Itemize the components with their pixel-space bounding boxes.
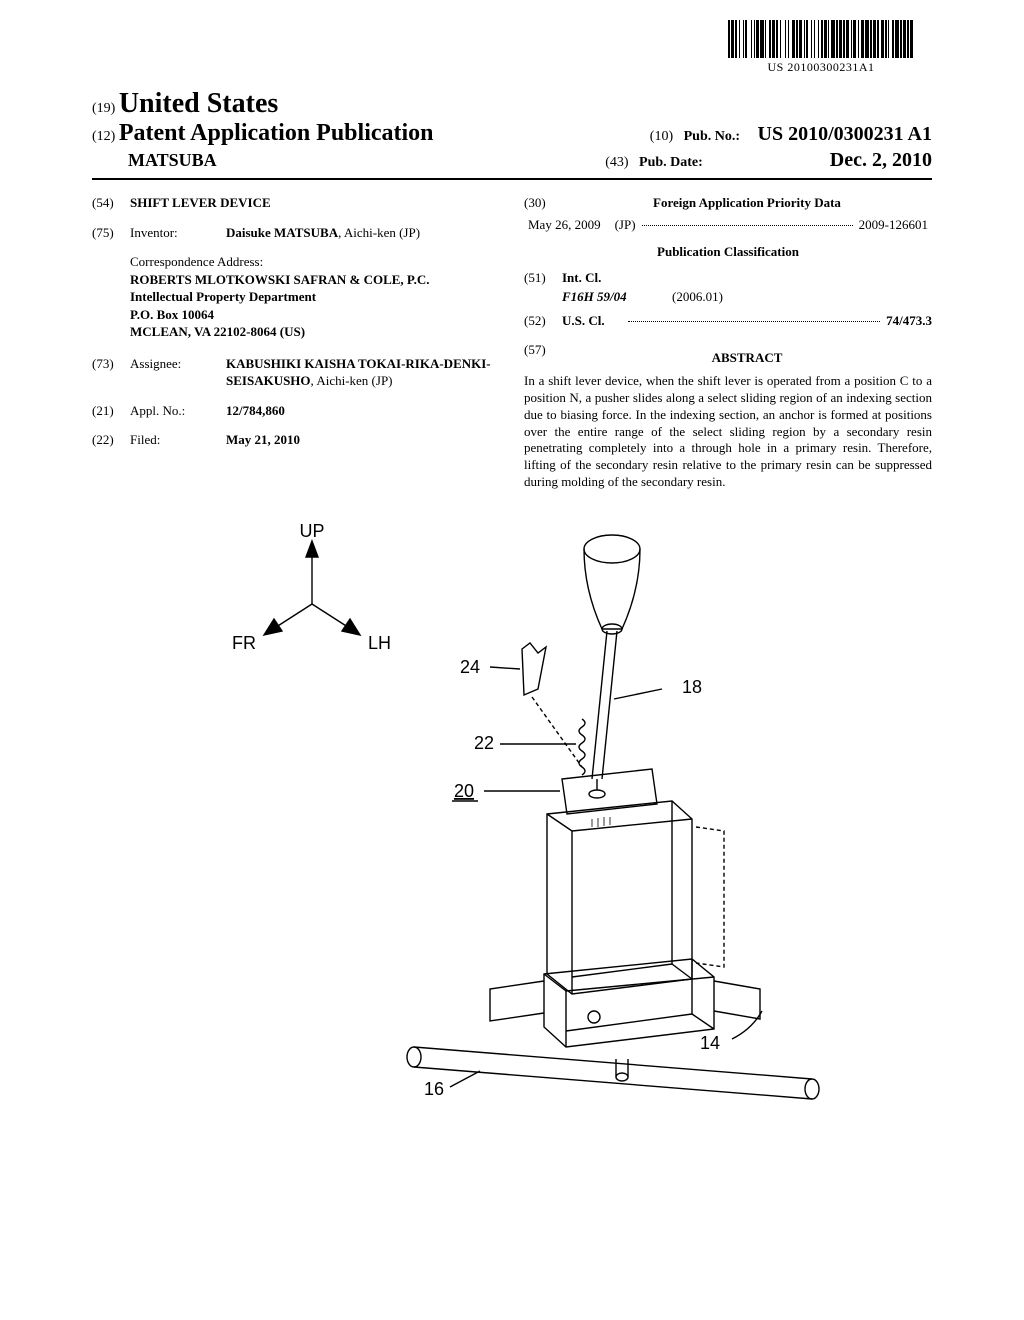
filed-value: May 21, 2010: [226, 431, 500, 449]
abstract-heading: ABSTRACT: [562, 349, 932, 367]
svg-text:LH: LH: [368, 633, 391, 653]
publication-type: Patent Application Publication: [119, 120, 434, 147]
code-30: (30): [524, 194, 562, 212]
int-cl-edition: (2006.01): [672, 288, 723, 306]
publication-classification-heading: Publication Classification: [524, 243, 932, 261]
correspondence-heading: Correspondence Address:: [130, 253, 500, 271]
inventor-label: Inventor:: [130, 224, 226, 242]
invention-title: SHIFT LEVER DEVICE: [130, 194, 500, 212]
inventor-residence: , Aichi-ken (JP): [338, 225, 420, 240]
code-73: (73): [92, 355, 130, 390]
assignee-residence: , Aichi-ken (JP): [311, 373, 393, 388]
svg-text:16: 16: [424, 1079, 444, 1099]
correspondence-line4: MCLEAN, VA 22102-8064 (US): [130, 323, 500, 341]
us-cl-label: U.S. Cl.: [562, 312, 622, 330]
code-52: (52): [524, 312, 562, 330]
patent-figure: UP FR LH: [92, 519, 932, 1139]
barcode-block: US 20100300231A1: [728, 20, 914, 75]
code-57: (57): [524, 341, 562, 371]
priority-country: (JP): [615, 216, 636, 234]
inventor-name: Daisuke MATSUBA: [226, 225, 338, 240]
svg-text:24: 24: [460, 657, 480, 677]
author-surname: MATSUBA: [92, 150, 217, 171]
code-12: (12): [92, 129, 115, 145]
pub-no-label: Pub. No.:: [684, 129, 740, 144]
dotted-leader-uscl: [628, 312, 880, 322]
header-rule: [92, 178, 932, 180]
correspondence-line3: P.O. Box 10064: [130, 306, 500, 324]
pub-no-value: US 2010/0300231 A1: [758, 123, 932, 145]
foreign-priority-heading: Foreign Application Priority Data: [562, 194, 932, 212]
left-column: (54) SHIFT LEVER DEVICE (75) Inventor: D…: [92, 194, 500, 491]
code-22: (22): [92, 431, 130, 449]
dotted-leader: [642, 216, 853, 226]
assignee-label: Assignee:: [130, 355, 226, 390]
barcode-graphic: [728, 20, 914, 58]
figure-svg: UP FR LH: [92, 519, 932, 1139]
priority-date: May 26, 2009: [528, 216, 601, 234]
code-43: (43): [605, 155, 628, 170]
abstract-text: In a shift lever device, when the shift …: [524, 373, 932, 491]
barcode-text: US 20100300231A1: [728, 60, 914, 75]
code-21: (21): [92, 402, 130, 420]
patent-header: (19) United States (12) Patent Applicati…: [92, 88, 932, 172]
correspondence-address: Correspondence Address: ROBERTS MLOTKOWS…: [130, 253, 500, 341]
code-75: (75): [92, 224, 130, 242]
appl-no-value: 12/784,860: [226, 402, 500, 420]
right-column: (30) Foreign Application Priority Data M…: [524, 194, 932, 491]
svg-text:UP: UP: [299, 521, 324, 541]
us-cl-value: 74/473.3: [886, 312, 932, 330]
pub-date-label: Pub. Date:: [639, 155, 703, 170]
priority-number: 2009-126601: [859, 216, 928, 234]
code-19: (19): [92, 101, 115, 116]
svg-text:14: 14: [700, 1033, 720, 1053]
int-cl-symbol: F16H 59/04: [562, 288, 672, 306]
svg-text:20: 20: [454, 781, 474, 801]
code-51: (51): [524, 269, 562, 287]
filed-label: Filed:: [130, 431, 226, 449]
pub-date-value: Dec. 2, 2010: [830, 149, 932, 171]
code-10: (10): [650, 129, 673, 144]
appl-no-label: Appl. No.:: [130, 402, 226, 420]
correspondence-line2: Intellectual Property Department: [130, 288, 500, 306]
correspondence-line1: ROBERTS MLOTKOWSKI SAFRAN & COLE, P.C.: [130, 271, 500, 289]
svg-text:18: 18: [682, 677, 702, 697]
svg-text:22: 22: [474, 733, 494, 753]
code-54: (54): [92, 194, 130, 212]
svg-text:FR: FR: [232, 633, 256, 653]
bibliographic-columns: (54) SHIFT LEVER DEVICE (75) Inventor: D…: [92, 194, 932, 491]
country-name: United States: [119, 88, 278, 119]
int-cl-label: Int. Cl.: [562, 269, 932, 287]
